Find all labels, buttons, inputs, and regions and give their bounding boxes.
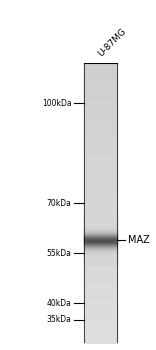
Text: 100kDa: 100kDa — [42, 98, 72, 107]
Text: 35kDa: 35kDa — [47, 315, 72, 324]
Text: 55kDa: 55kDa — [47, 248, 72, 258]
Text: 70kDa: 70kDa — [47, 198, 72, 208]
Text: U-87MG: U-87MG — [97, 26, 129, 58]
Text: MAZ: MAZ — [128, 234, 150, 245]
Text: 40kDa: 40kDa — [47, 299, 72, 308]
